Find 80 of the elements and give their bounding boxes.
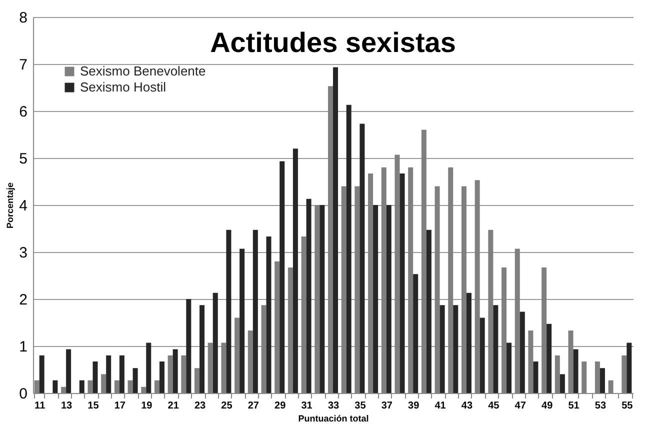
y-tick-label: 7 [19, 56, 28, 74]
bar [346, 104, 352, 393]
legend-label: Sexismo Benevolente [80, 64, 206, 78]
x-tick-label: 21 [168, 400, 180, 412]
bar [240, 248, 245, 393]
bar [292, 148, 298, 393]
bar [132, 368, 138, 393]
bar [119, 355, 124, 393]
y-tick-label: 2 [19, 292, 28, 308]
bar [413, 274, 418, 393]
bar [400, 174, 405, 393]
bar [506, 342, 512, 393]
y-tick-label: 8 [19, 10, 28, 26]
bar [573, 349, 578, 393]
bar [146, 342, 152, 393]
x-tick-label: 43 [461, 400, 473, 412]
bar [52, 380, 58, 393]
y-tick-label: 5 [19, 150, 28, 168]
x-tick-label: 19 [141, 400, 153, 412]
x-tick-label: 53 [594, 400, 606, 412]
bar [226, 230, 232, 393]
bar [426, 230, 432, 393]
x-tick-label: 39 [408, 400, 420, 412]
bar [106, 355, 112, 393]
bar [546, 324, 552, 393]
y-tick-label: 3 [19, 244, 28, 262]
y-tick-label: 4 [19, 198, 28, 214]
bar [453, 305, 458, 393]
x-tick-label: 15 [88, 400, 100, 412]
bar [200, 305, 205, 393]
bar [212, 292, 218, 393]
x-tick-label: 49 [542, 400, 554, 412]
x-tick-label: 29 [274, 400, 286, 412]
bar [386, 205, 392, 393]
x-tick-label: 41 [434, 400, 446, 412]
bar [186, 299, 192, 393]
y-tick-label: 6 [19, 104, 28, 120]
bar [533, 362, 538, 393]
bar [320, 205, 325, 393]
bar [520, 312, 525, 393]
x-tick-label: 51 [568, 400, 580, 412]
x-tick-label: 27 [248, 400, 260, 412]
x-tick-label: 55 [622, 400, 634, 412]
bar [600, 368, 605, 393]
bar [480, 318, 485, 393]
bar [440, 305, 445, 393]
x-axis-title: Puntuación total [298, 414, 369, 424]
bar [493, 305, 498, 393]
x-tick-label: 45 [488, 400, 500, 412]
bar [79, 380, 84, 393]
x-tick-label: 17 [114, 400, 126, 412]
x-tick-label: 25 [221, 400, 233, 412]
x-tick-label: 13 [60, 400, 73, 412]
x-tick-label: 23 [194, 400, 206, 412]
bar [306, 198, 312, 393]
bar [66, 349, 72, 393]
bar [333, 67, 338, 393]
bar [466, 292, 472, 393]
legend-label: Sexismo Hostil [80, 80, 166, 94]
bar [159, 362, 164, 393]
bar [626, 342, 632, 393]
y-axis-title: Porcentaje [5, 182, 16, 229]
bar [39, 355, 44, 393]
bar [172, 349, 178, 393]
x-tick-label: 35 [354, 400, 366, 412]
x-tick-label: 33 [328, 400, 340, 412]
bar [266, 236, 272, 393]
x-tick-label: 11 [34, 400, 46, 412]
x-tick-label: 31 [301, 400, 313, 412]
bar [373, 205, 378, 393]
bar [360, 124, 365, 393]
bar [92, 362, 98, 393]
bar [252, 230, 258, 393]
y-tick-label: 1 [19, 338, 28, 356]
x-tick-label: 47 [514, 400, 526, 412]
x-tick-label: 37 [381, 400, 393, 412]
chart-title: Actitudes sexistas [210, 27, 456, 58]
bar [560, 374, 565, 393]
y-tick-label: 0 [19, 386, 28, 402]
bar [280, 161, 285, 393]
